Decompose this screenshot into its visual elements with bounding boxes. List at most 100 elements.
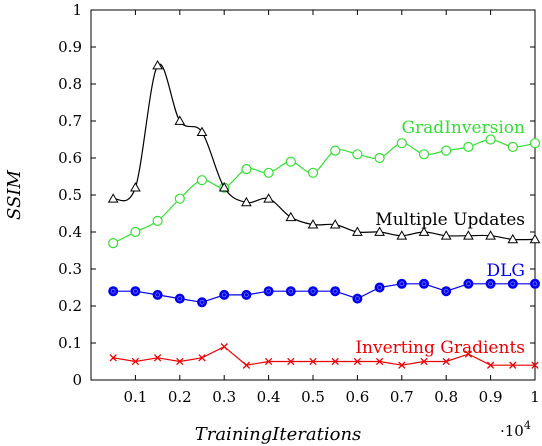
data-point-inverting-gradients [486,361,495,369]
data-point-gradinversion [529,138,541,149]
data-point-dlg [308,286,318,297]
data-point-dlg-inner [399,281,405,287]
data-point-dlg [174,293,185,304]
series-label-inverting-gradients: Inverting Gradients [355,338,525,358]
series-label-multiple-updates: Multiple Updates [375,210,525,230]
series-multiple-updates [107,59,541,244]
y-tick-label: 0.2 [58,297,82,315]
data-point-dlg [241,289,252,300]
series-inverting-gradients [109,343,539,369]
data-point-gradinversion [241,164,252,175]
y-tick-label: 0.8 [58,75,82,93]
data-point-dlg-inner [199,299,205,305]
x-tick-label: 0.2 [168,388,192,406]
data-point-multiple-updates [485,230,496,240]
data-point-multiple-updates [418,226,430,236]
data-point-dlg-inner [421,281,427,287]
data-point-dlg-inner [132,288,138,294]
data-point-dlg [152,289,163,300]
data-point-gradinversion [374,152,385,164]
data-point-multiple-updates [329,219,341,229]
data-point-inverting-gradients [131,357,140,366]
x-tick-label: 0.6 [345,388,369,406]
x-axis-multiplier: ·104 [500,419,531,440]
data-point-gradinversion [418,149,430,160]
data-point-inverting-gradients [331,357,339,366]
data-point-dlg-inner [377,285,383,290]
data-point-multiple-updates [374,226,385,236]
data-point-gradinversion [285,156,296,167]
x-tick-label: 0.8 [434,388,458,406]
y-tick-label: 1 [72,1,82,19]
data-point-multiple-updates [307,219,319,229]
data-point-inverting-gradients [309,357,317,366]
data-point-inverting-gradients [264,357,273,366]
data-point-dlg [485,278,496,289]
y-tick-label: 0.6 [58,149,82,167]
data-point-multiple-updates [440,230,452,240]
ticks: 0.1 0.2 0.3 0.4 0.5 0.6 0.7 0.8 0.9 1 0 0.1 0.2 0.3 0.… [58,1,540,406]
data-point-gradinversion [307,167,319,178]
y-axis-title: SSIM [4,169,25,219]
series-label-dlg: DLG [487,261,526,281]
x-tick-label: 0.7 [390,388,414,406]
data-point-gradinversion [263,167,274,178]
y-tick-label: 0.3 [58,260,82,278]
data-point-dlg-inner [354,296,360,302]
data-point-multiple-updates [263,193,274,203]
data-point-gradinversion [130,226,141,238]
data-point-dlg [108,286,119,297]
data-point-multiple-updates [396,230,408,240]
data-point-inverting-gradients [420,357,428,366]
data-point-gradinversion [152,215,163,226]
data-point-inverting-gradients [153,354,162,362]
x-tick-label: 0.9 [479,388,503,406]
y-tick-label: 0 [72,371,82,389]
data-point-inverting-gradients [287,357,295,366]
data-point-dlg-inner [465,281,471,287]
data-point-dlg-inner [110,288,116,294]
x-tick-label: 0.1 [123,388,147,406]
series-layer [107,59,541,369]
data-point-gradinversion [441,145,452,156]
data-point-dlg-inner [443,288,449,294]
y-tick-label: 0.7 [58,112,82,130]
y-tick-label: 0.1 [58,334,82,352]
data-point-multiple-updates [218,182,230,192]
data-point-multiple-updates [352,226,363,236]
data-point-gradinversion [396,138,407,149]
x-axis-title: TrainingIterations [195,424,362,445]
data-point-inverting-gradients [464,350,473,358]
data-point-dlg [374,282,385,293]
data-point-dlg-inner [266,288,272,294]
data-point-dlg [396,278,407,289]
data-point-inverting-gradients [242,361,251,369]
data-point-dlg [197,297,207,308]
data-point-dlg [530,278,540,289]
x-tick-label: 1 [530,388,540,406]
data-point-inverting-gradients [375,357,384,366]
data-point-multiple-updates [152,59,163,70]
data-point-dlg [130,286,141,297]
data-point-dlg-inner [510,281,516,287]
data-point-dlg-inner [310,288,316,294]
data-point-dlg [263,286,274,297]
data-point-dlg-inner [243,292,249,298]
x-tick-label: 0.5 [301,388,325,406]
data-point-dlg [330,286,341,297]
data-point-multiple-updates [107,193,119,203]
data-point-dlg [219,289,230,300]
data-point-multiple-updates [241,196,252,207]
data-point-gradinversion [196,175,208,186]
data-point-multiple-updates [463,230,474,240]
data-point-dlg-inner [177,296,183,302]
data-point-inverting-gradients [198,354,206,362]
x-axis-multiplier-exponent: 4 [524,419,531,432]
data-point-inverting-gradients [220,343,228,351]
data-point-inverting-gradients [353,357,362,366]
data-point-dlg-inner [532,281,538,287]
data-point-inverting-gradients [109,354,117,362]
data-point-inverting-gradients [442,357,450,366]
data-point-multiple-updates [507,233,519,244]
